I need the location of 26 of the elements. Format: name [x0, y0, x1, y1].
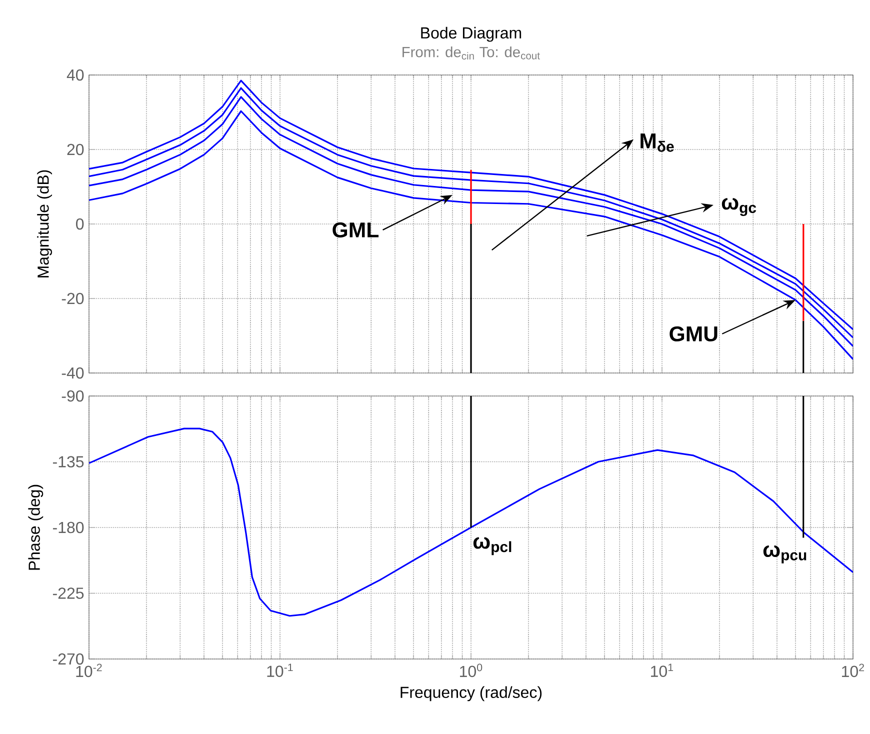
- y-tick-label: -180: [52, 522, 84, 534]
- y-tick-label: -20: [62, 292, 84, 304]
- y-tick-label: 20: [67, 144, 84, 156]
- chart-subtitle: From: de$_{cin}$ To: de$_{cout}$: [402, 46, 540, 60]
- annotation: ω$_{gc}$: [722, 198, 756, 216]
- annotation: ω$_{pcl}$: [473, 537, 512, 556]
- y-tick-label: -270: [52, 653, 84, 665]
- x-tick-label: 10$^{2}$: [842, 664, 864, 678]
- x-tick-label: 10$^{-2}$: [76, 664, 102, 678]
- y-tick-label: 0: [76, 218, 84, 230]
- annotation: GMU: [670, 326, 718, 342]
- y-tick-label: 40: [66, 69, 84, 81]
- x-axis-title: Frequency (rad/sec): [400, 686, 542, 702]
- y-axis-title: Magnitude (dB): [37, 170, 52, 278]
- y-axis-title: Phase (deg): [28, 484, 44, 570]
- x-tick-label: 10$^{0}$: [460, 664, 482, 678]
- annotation: ω$_{pcu}$: [763, 545, 806, 564]
- x-tick-label: 10$^{1}$: [651, 664, 674, 677]
- chart-title: Bode Diagram: [421, 26, 522, 42]
- annotation: GML: [332, 222, 379, 238]
- y-tick-label: -40: [62, 367, 84, 379]
- y-tick-label: -90: [62, 390, 84, 402]
- annotation: M$_{δe}$: [640, 134, 674, 152]
- y-tick-label: -225: [52, 588, 84, 599]
- x-tick-label: 10$^{-1}$: [267, 664, 293, 677]
- y-tick-label: -135: [52, 456, 84, 468]
